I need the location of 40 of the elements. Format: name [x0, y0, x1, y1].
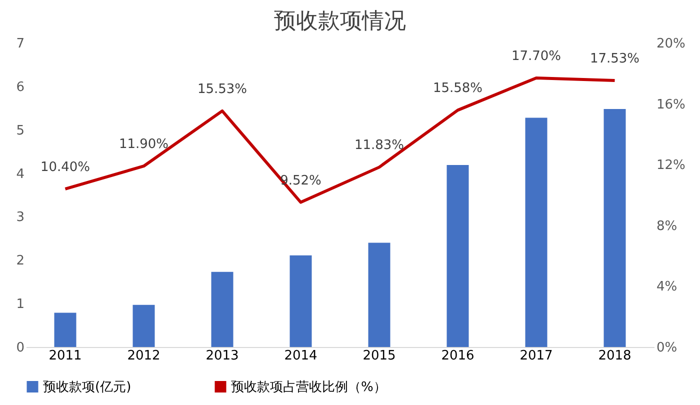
- bar: [290, 255, 312, 347]
- x-tick-label: 2016: [441, 348, 474, 364]
- x-tick-label: 2014: [284, 348, 318, 364]
- bar: [446, 165, 469, 347]
- bar: [604, 109, 626, 347]
- bar: [54, 312, 76, 347]
- y2-tick-label: 12%: [656, 158, 686, 174]
- y-tick-label: 0: [16, 340, 24, 356]
- x-tick-label: 2013: [206, 348, 239, 364]
- data-label: 17.70%: [511, 48, 562, 64]
- bar: [211, 272, 234, 347]
- y-tick-label: 4: [16, 166, 24, 182]
- y-tick-label: 6: [16, 80, 24, 95]
- y-tick-label: 5: [16, 123, 24, 138]
- y2-tick-label: 0%: [656, 340, 678, 356]
- data-label: 11.83%: [354, 138, 404, 154]
- y-tick-label: 2: [16, 254, 24, 269]
- data-label: 15.53%: [197, 82, 248, 97]
- bar: [368, 242, 390, 347]
- y2-tick-label: 8%: [656, 218, 678, 234]
- x-tick-label: 2011: [48, 348, 82, 364]
- data-label: 17.53%: [590, 52, 640, 67]
- y-tick-label: 1: [16, 297, 24, 312]
- y2-tick-label: 4%: [656, 280, 678, 295]
- bar: [525, 118, 548, 347]
- data-label: 11.90%: [118, 137, 169, 152]
- y2-tick-label: 16%: [656, 97, 686, 112]
- legend-label: 预收款项(亿元): [43, 380, 132, 395]
- y2-tick-label: 20%: [656, 36, 686, 52]
- y-tick-label: 7: [16, 36, 24, 52]
- data-label: 15.58%: [432, 81, 483, 96]
- bar: [132, 304, 155, 347]
- data-label: 10.40%: [40, 160, 90, 175]
- y-tick-label: 3: [16, 210, 24, 226]
- chart-title: 预收款项情况: [274, 9, 406, 34]
- legend-label: 预收款项占营收比例（%）: [231, 380, 386, 395]
- x-tick-label: 2015: [362, 348, 396, 364]
- x-tick-label: 2018: [598, 348, 632, 364]
- x-tick-label: 2012: [127, 348, 160, 364]
- x-tick-label: 2017: [520, 348, 553, 364]
